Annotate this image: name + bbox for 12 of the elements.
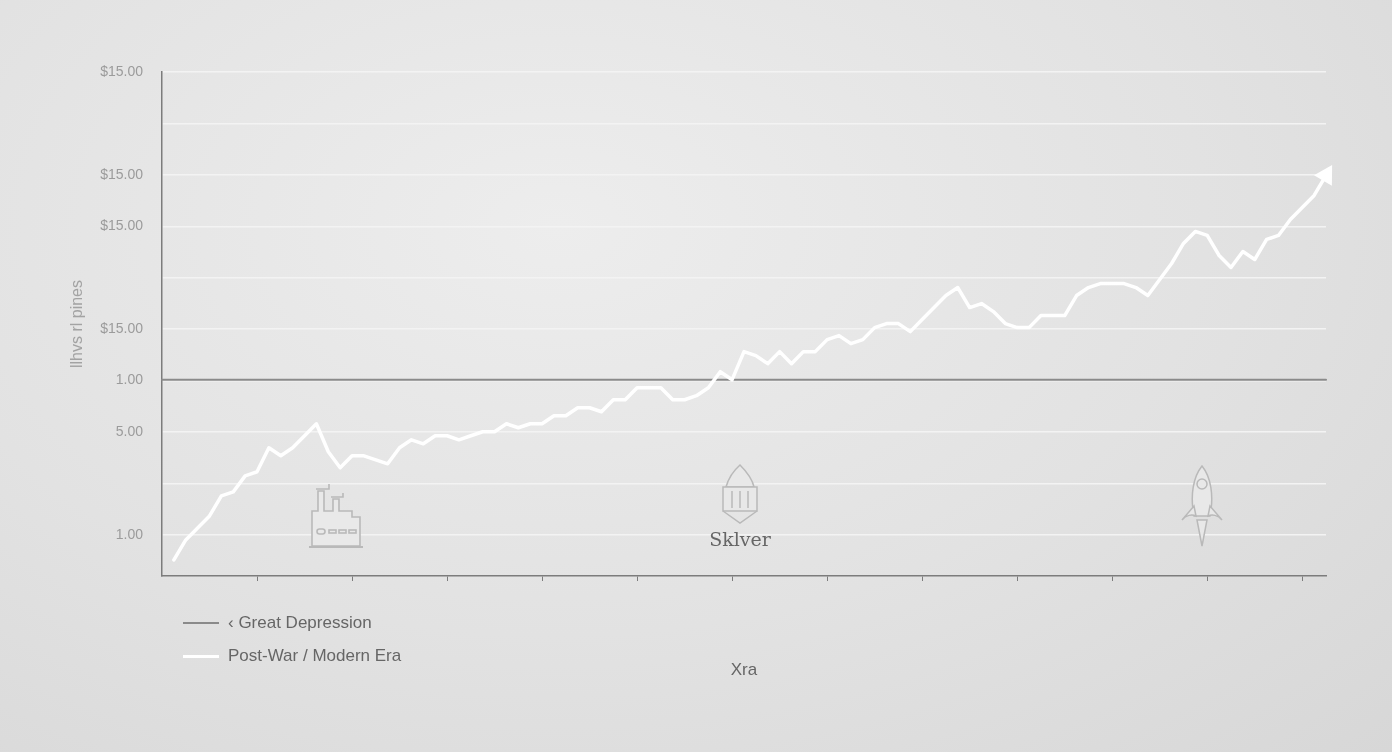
category-label: $15.00 (100, 62, 143, 79)
annotation: Sklver (709, 528, 771, 550)
category-label: $15.00 (100, 217, 143, 234)
category-label: 1.00 (115, 371, 143, 388)
y-axis-title: llhvs rl pines (68, 279, 86, 369)
legend-label: Post-War / Modern Era (228, 646, 402, 666)
legend-label: ‹ Great Depression (228, 613, 372, 633)
x-axis-title: Xra (730, 660, 758, 680)
category-label: $15.00 (100, 165, 143, 182)
category-label: 1.00 (115, 525, 143, 542)
category-label: $15.00 (100, 320, 143, 336)
category-label: 5.00 (115, 422, 143, 439)
